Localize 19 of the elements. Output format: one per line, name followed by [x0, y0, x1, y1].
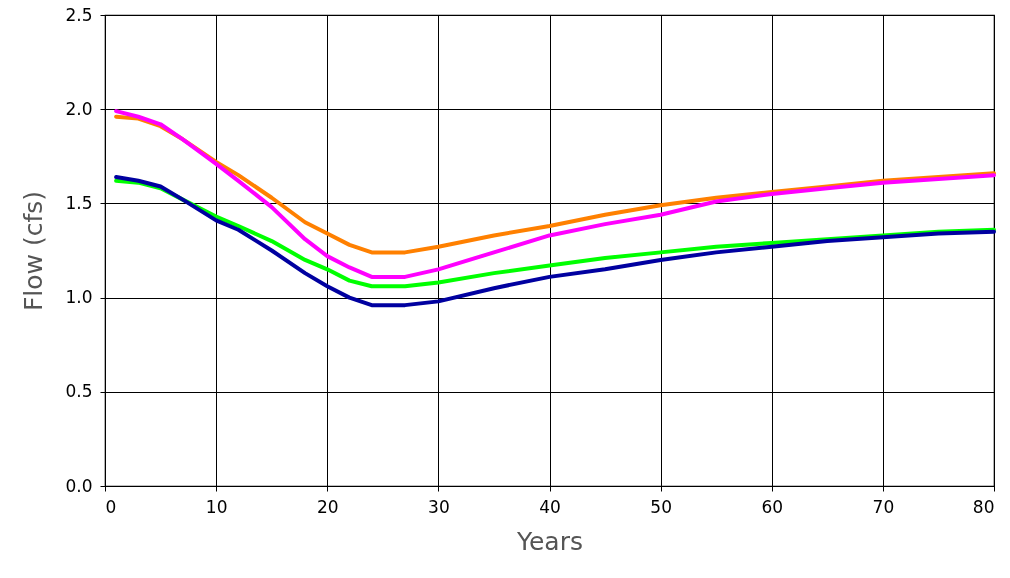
y-tick-label: 0.5	[65, 381, 93, 402]
y-tick-label: 0.0	[65, 475, 93, 496]
x-axis-title: Years	[516, 526, 583, 556]
x-tick-label: 0	[105, 496, 117, 517]
x-tick-label: 10	[205, 496, 228, 517]
x-tick-label: 70	[872, 496, 895, 517]
line-series	[114, 175, 996, 308]
y-tick-label: 1.0	[65, 287, 93, 308]
y-tick-label: 2.0	[65, 98, 93, 119]
x-tick-label: 60	[761, 496, 784, 517]
x-tick-label: 30	[428, 496, 450, 517]
x-tick-label: 20	[316, 496, 339, 517]
x-tick-label: 80	[972, 496, 995, 517]
y-tick-label: 1.5	[65, 192, 93, 213]
y-tick-label: 2.5	[65, 4, 93, 25]
x-tick-label: 40	[539, 496, 561, 517]
line-series	[114, 109, 996, 279]
y-axis-title: Flow (cfs)	[19, 190, 49, 312]
x-tick-label: 50	[650, 496, 672, 517]
